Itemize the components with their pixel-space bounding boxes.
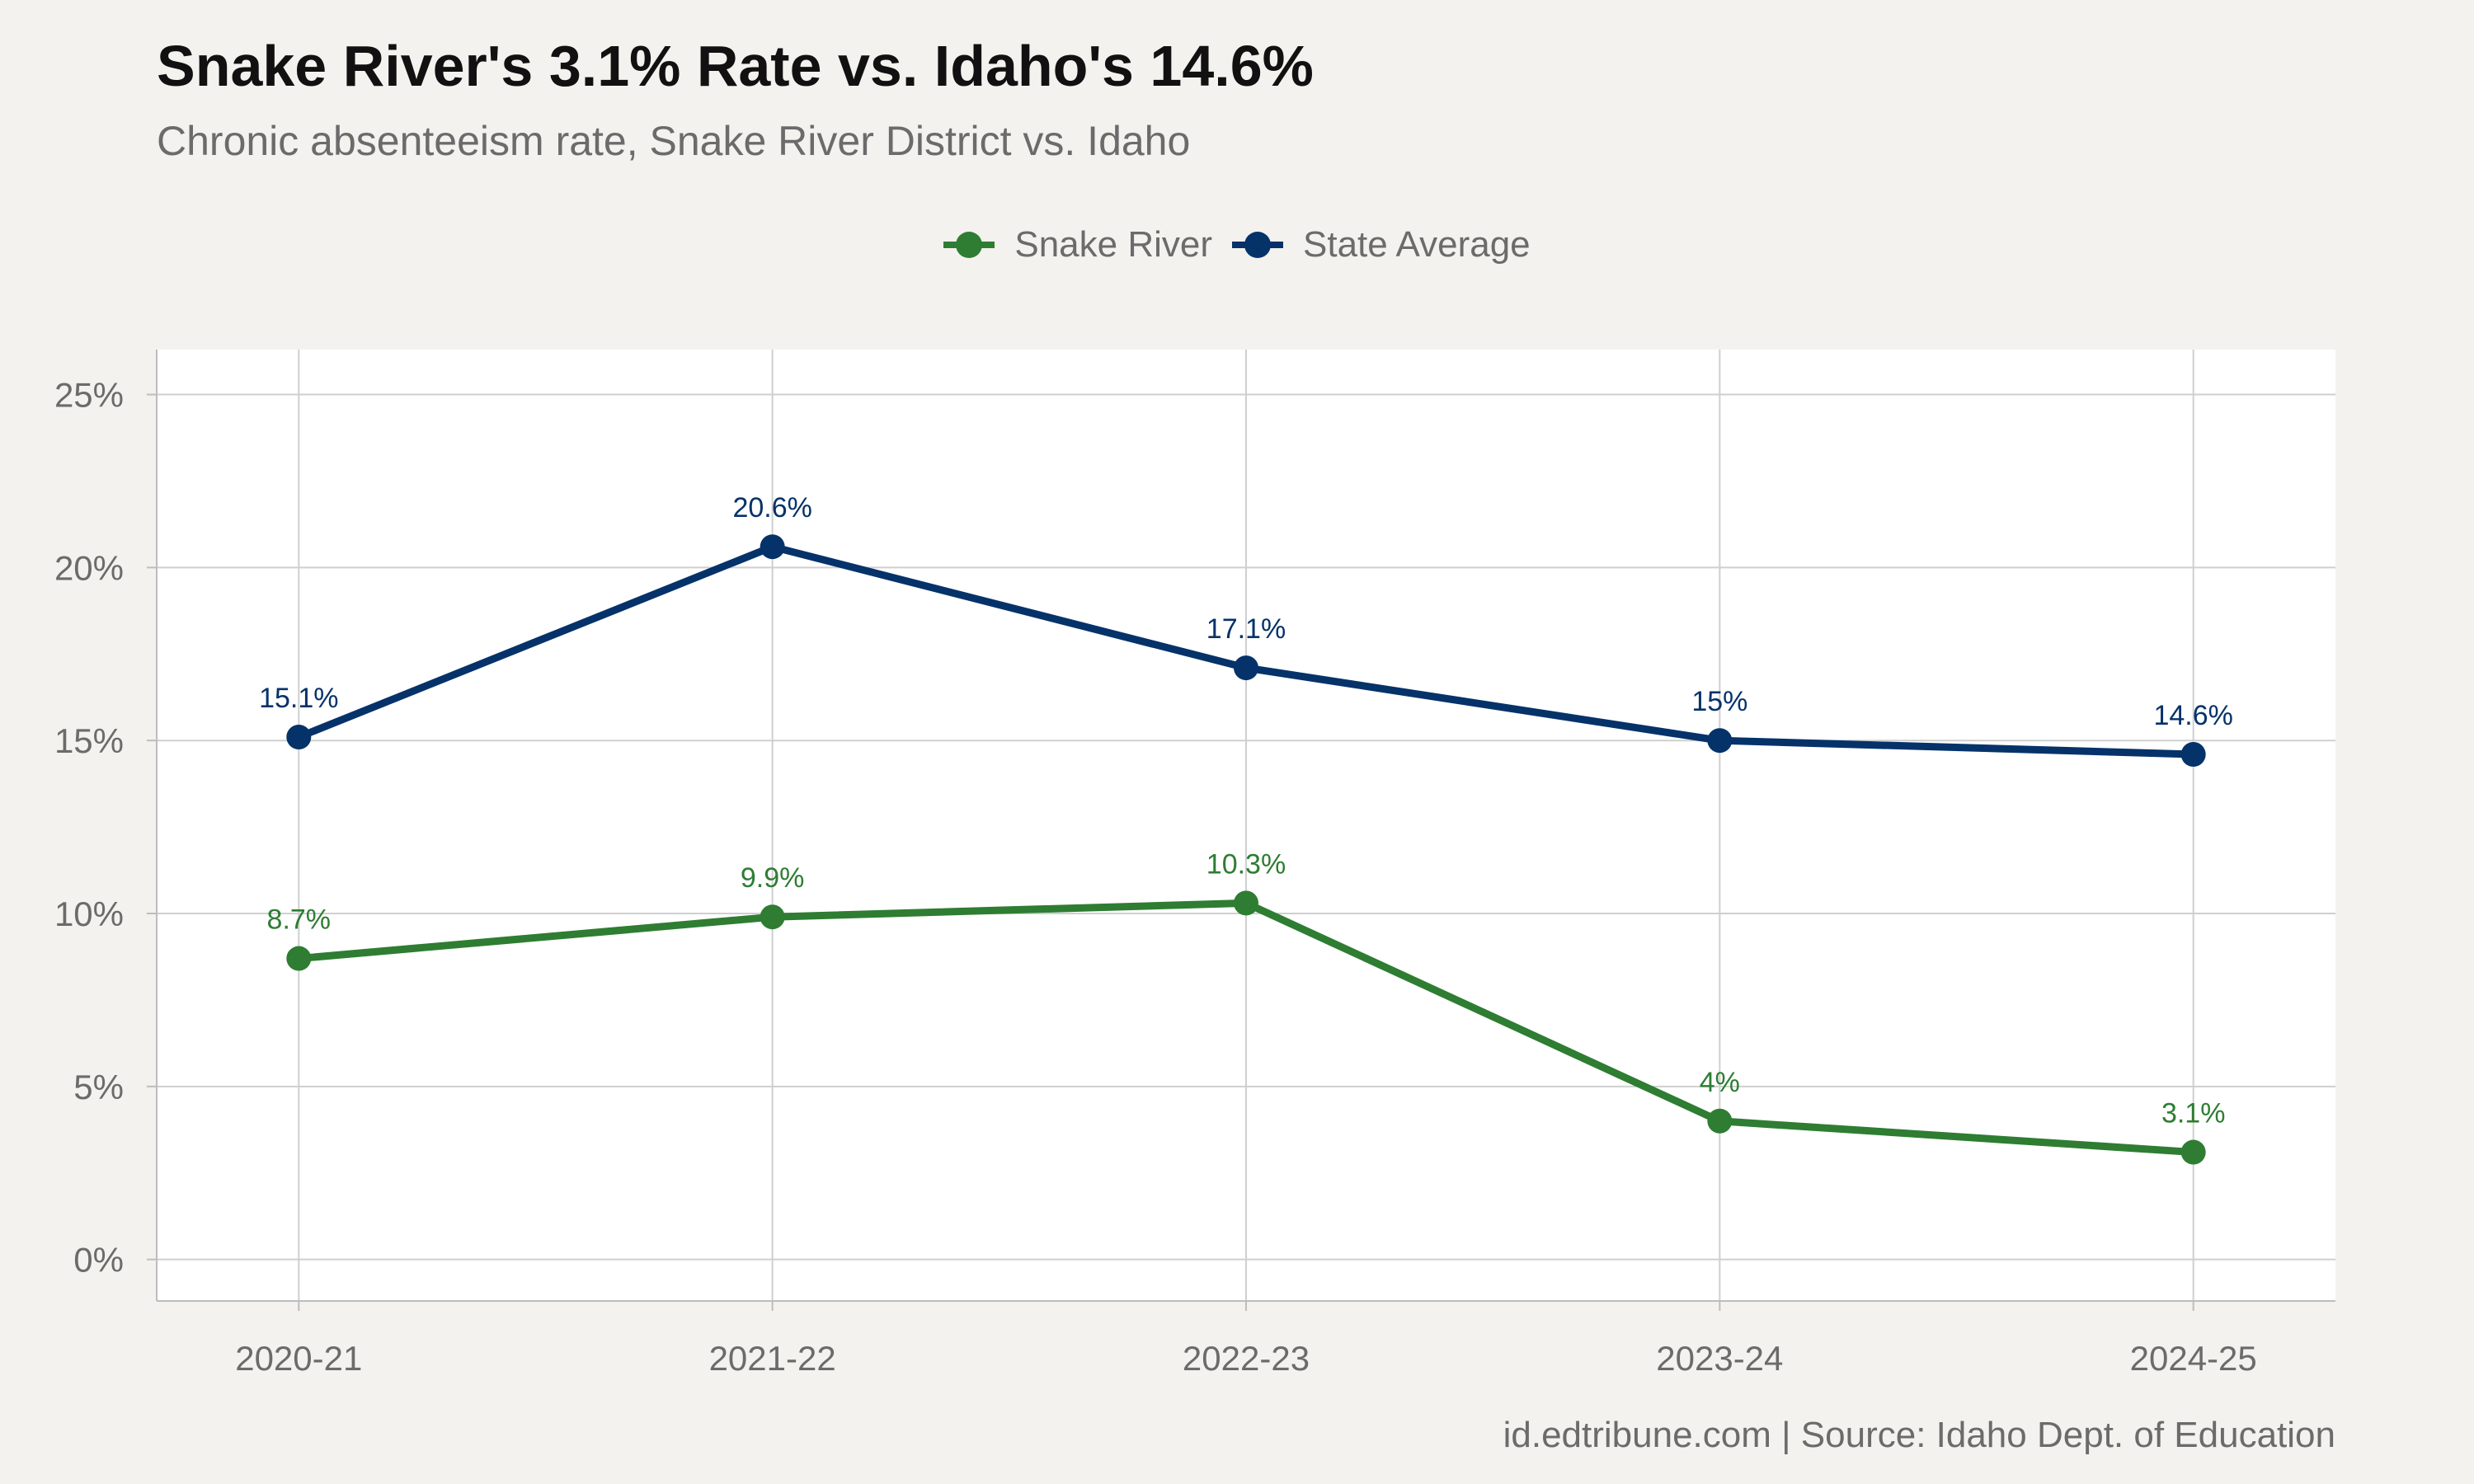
data-point-snake-river bbox=[1707, 1108, 1733, 1134]
data-label-state-average: 20.6% bbox=[732, 492, 811, 524]
legend-item-snake-river: Snake River bbox=[943, 224, 1212, 265]
data-point-snake-river bbox=[760, 904, 785, 930]
data-label-snake-river: 9.9% bbox=[741, 862, 805, 894]
legend-label-state-average: State Average bbox=[1303, 224, 1531, 265]
data-label-state-average: 14.6% bbox=[2153, 700, 2232, 731]
source-caption: id.edtribune.com | Source: Idaho Dept. o… bbox=[1503, 1415, 2335, 1455]
data-point-snake-river bbox=[1234, 890, 1258, 916]
y-tick-label: 5% bbox=[73, 1068, 124, 1106]
data-point-state-average bbox=[760, 534, 785, 560]
data-point-state-average bbox=[1707, 728, 1733, 754]
data-point-state-average bbox=[2180, 741, 2206, 767]
data-label-snake-river: 4% bbox=[1700, 1067, 1740, 1098]
chart-subtitle: Chronic absenteeism rate, Snake River Di… bbox=[157, 118, 1191, 164]
data-label-state-average: 15% bbox=[1691, 686, 1747, 717]
data-point-state-average bbox=[286, 724, 312, 749]
legend-label-snake-river: Snake River bbox=[1014, 224, 1213, 265]
data-point-state-average bbox=[1234, 655, 1258, 681]
data-label-snake-river: 3.1% bbox=[2161, 1098, 2226, 1129]
data-label-snake-river: 8.7% bbox=[267, 904, 332, 936]
data-label-state-average: 17.1% bbox=[1206, 613, 1286, 645]
legend-key-snake-river bbox=[943, 228, 995, 261]
y-tick-label: 10% bbox=[54, 895, 124, 933]
y-tick-label: 0% bbox=[73, 1241, 124, 1280]
data-label-snake-river: 10.3% bbox=[1206, 848, 1286, 880]
y-tick-label: 25% bbox=[54, 376, 124, 415]
y-tick-label: 15% bbox=[54, 721, 124, 760]
x-tick-label: 2022-23 bbox=[1183, 1339, 1310, 1378]
legend-key-state-average bbox=[1232, 228, 1284, 261]
legend-item-state-average: State Average bbox=[1232, 224, 1531, 265]
data-label-state-average: 15.1% bbox=[259, 683, 338, 714]
x-tick-label: 2020-21 bbox=[235, 1339, 362, 1378]
x-tick-label: 2024-25 bbox=[2130, 1339, 2257, 1378]
x-tick-label: 2021-22 bbox=[709, 1339, 836, 1378]
legend: Snake River State Average bbox=[0, 224, 2474, 265]
x-tick-label: 2023-24 bbox=[1656, 1339, 1783, 1378]
data-point-snake-river bbox=[286, 946, 312, 971]
data-point-snake-river bbox=[2180, 1139, 2206, 1165]
y-tick-label: 20% bbox=[54, 548, 124, 587]
chart-title: Snake River's 3.1% Rate vs. Idaho's 14.6… bbox=[157, 34, 1314, 98]
